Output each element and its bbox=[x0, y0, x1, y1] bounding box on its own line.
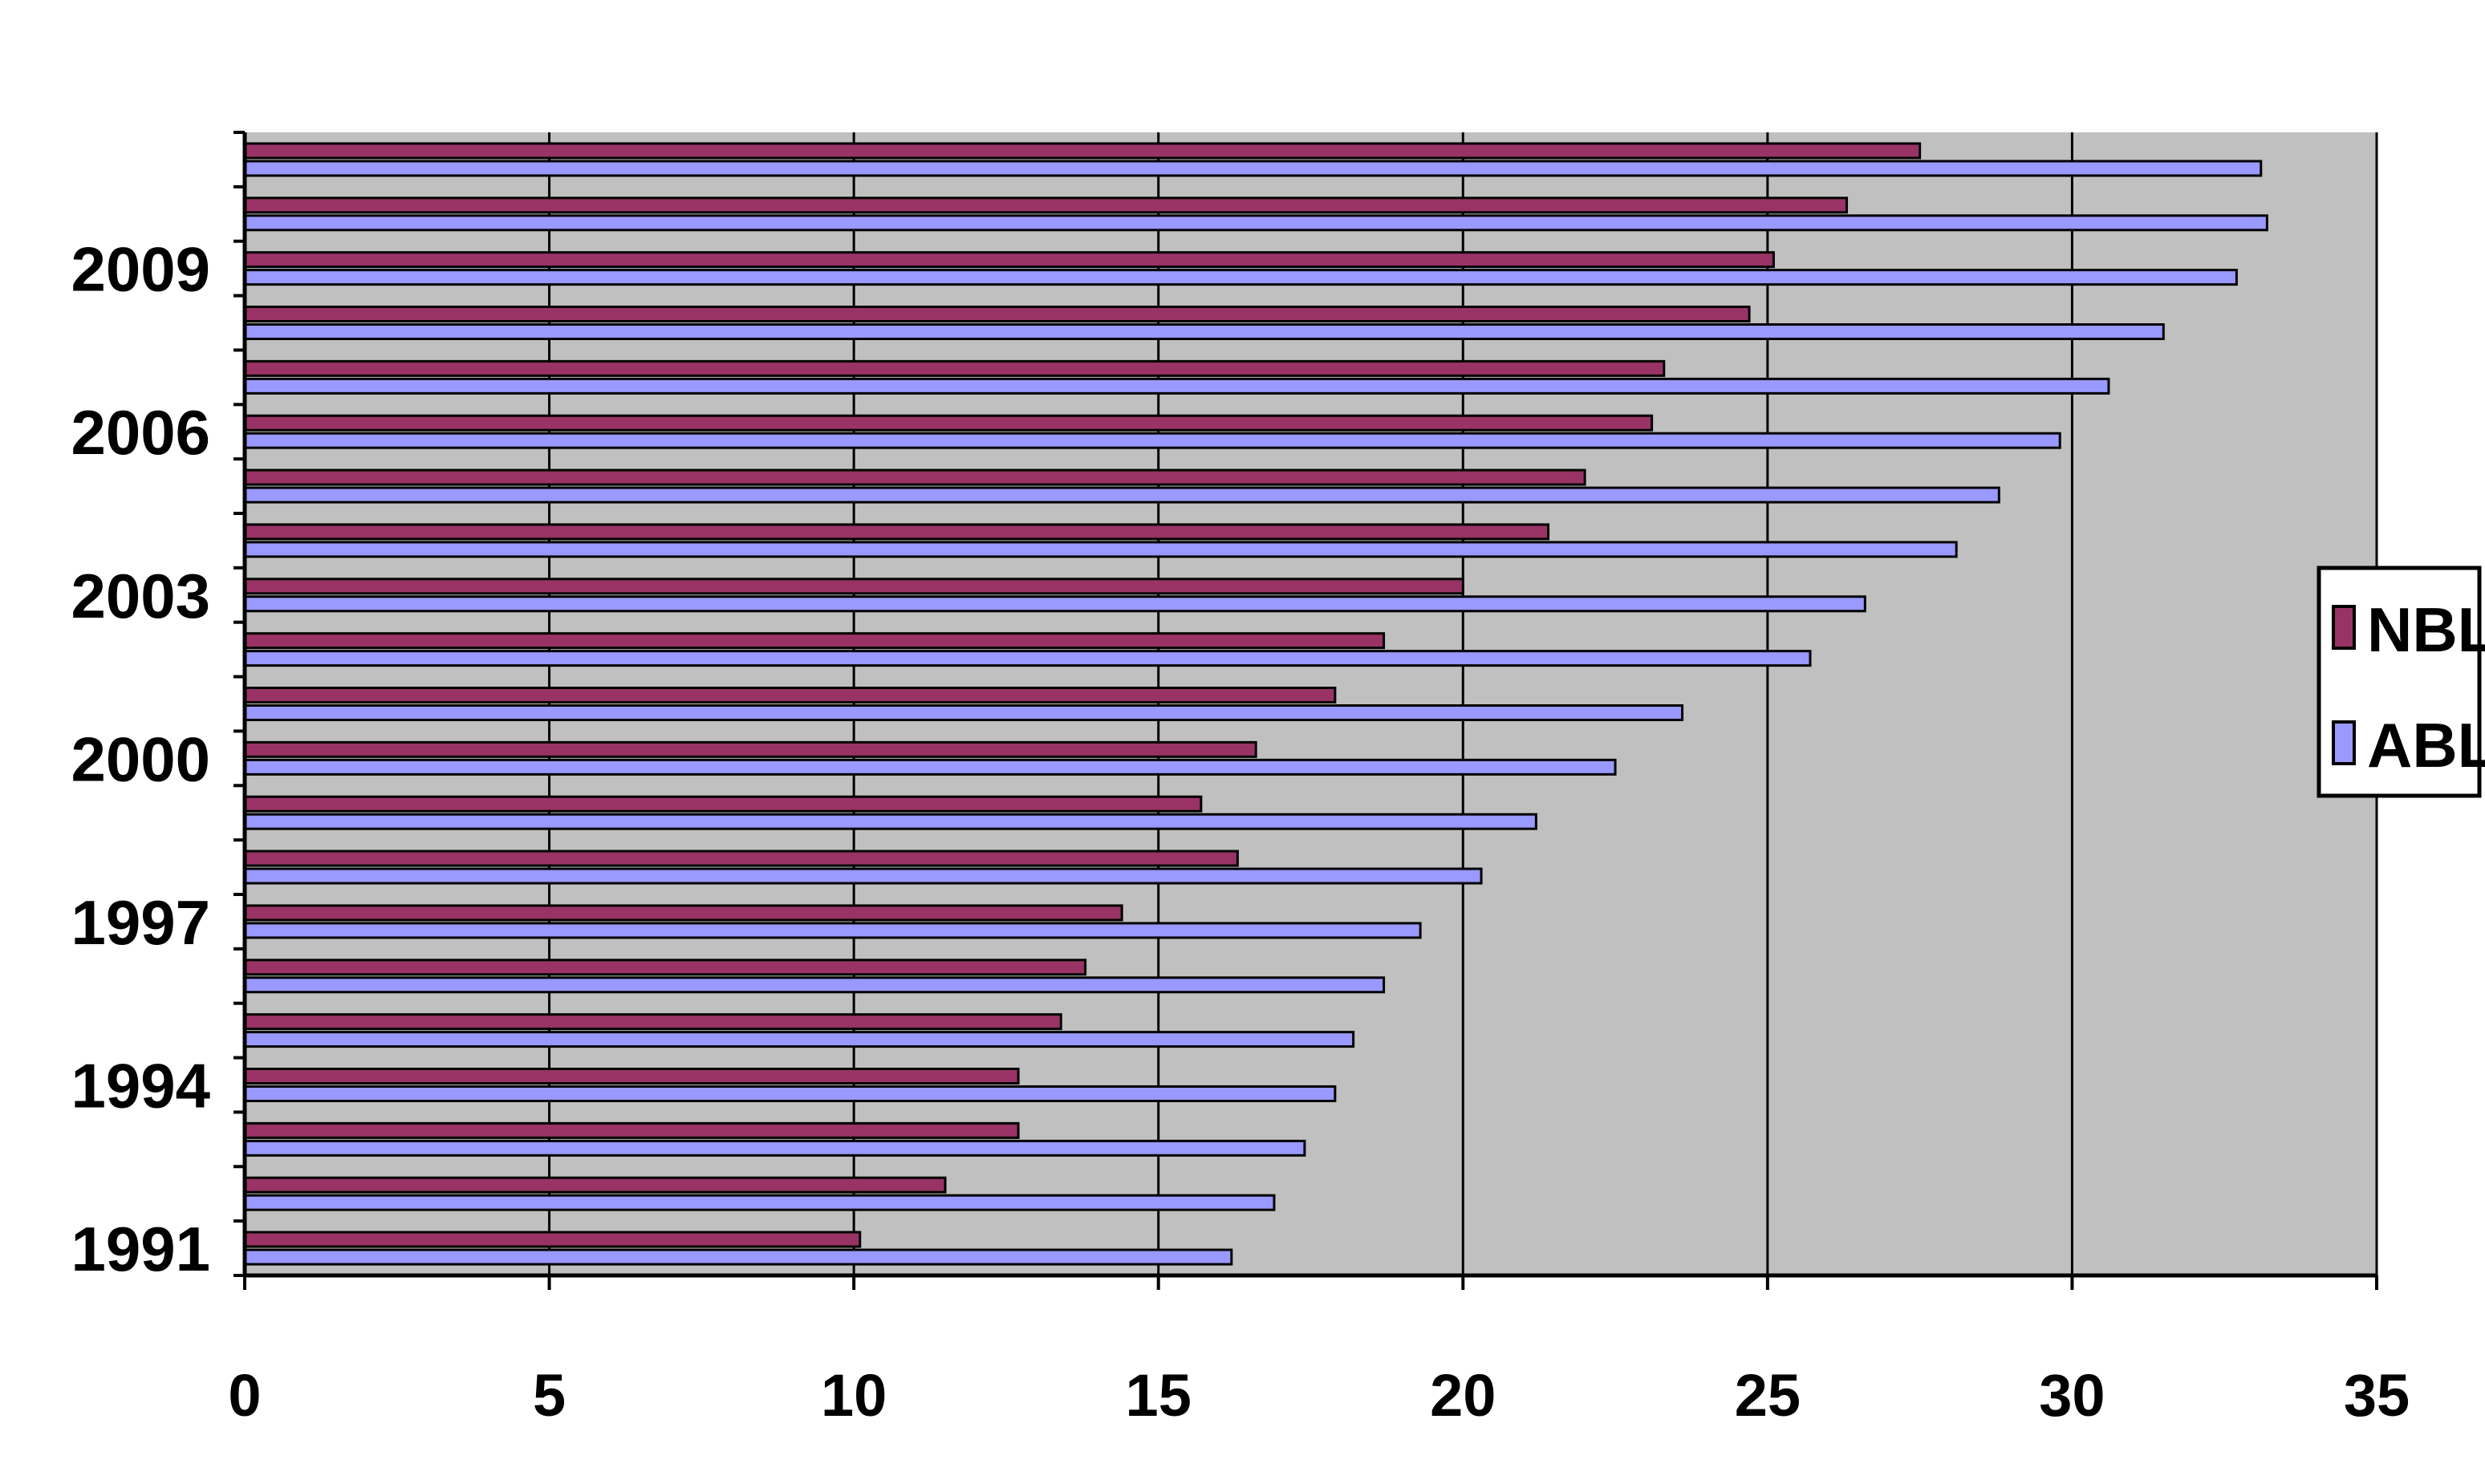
bar-nbl-2006 bbox=[243, 414, 1654, 432]
x-tick-label: 30 bbox=[2039, 1362, 2105, 1429]
bar-abl-1998 bbox=[243, 867, 1483, 885]
legend-label-abl: ABL bbox=[2367, 710, 2485, 781]
plot-area-background bbox=[245, 132, 2377, 1275]
y-tick-label: 2006 bbox=[71, 397, 210, 468]
legend-swatch-nbl bbox=[2332, 605, 2356, 650]
bar-abl-2000 bbox=[243, 758, 1617, 776]
bar-abl-2001 bbox=[243, 704, 1684, 721]
bar-nbl-2002 bbox=[243, 632, 1386, 650]
bar-abl-2004 bbox=[243, 541, 1958, 558]
x-tick-label: 10 bbox=[821, 1362, 887, 1429]
bar-nbl-2010 bbox=[243, 197, 1849, 214]
bar-abl-2003 bbox=[243, 595, 1866, 613]
bar-nbl-2011 bbox=[243, 142, 1922, 160]
y-tick-label: 2003 bbox=[71, 561, 210, 631]
bar-abl-2005 bbox=[243, 486, 2000, 504]
bar-nbl-2000 bbox=[243, 740, 1257, 758]
bar-abl-2011 bbox=[243, 160, 2263, 177]
bar-nbl-1995 bbox=[243, 1013, 1062, 1031]
bar-nbl-1998 bbox=[243, 849, 1239, 867]
bar-nbl-1992 bbox=[243, 1176, 947, 1194]
bar-nbl-2007 bbox=[243, 359, 1666, 377]
bar-nbl-1991 bbox=[243, 1231, 862, 1248]
bar-abl-2006 bbox=[243, 432, 2061, 449]
bar-nbl-2003 bbox=[243, 578, 1464, 595]
y-tick-labels: 1991 1994 1997 2000 2003 2006 2009 bbox=[71, 234, 210, 1284]
bar-nbl-1994 bbox=[243, 1068, 1020, 1085]
bar-nbl-1997 bbox=[243, 904, 1123, 922]
x-tick-label: 15 bbox=[1126, 1362, 1192, 1429]
x-tick-label: 20 bbox=[1430, 1362, 1496, 1429]
bar-abl-1996 bbox=[243, 976, 1386, 994]
bar-abl-1995 bbox=[243, 1031, 1355, 1048]
bars bbox=[243, 142, 2268, 1266]
y-tick-label: 1991 bbox=[71, 1214, 210, 1284]
bar-abl-1997 bbox=[243, 922, 1422, 939]
legend: NBL ABL bbox=[2316, 566, 2485, 798]
bar-abl-1994 bbox=[243, 1085, 1337, 1102]
bar-abl-1992 bbox=[243, 1194, 1276, 1211]
bar-nbl-2005 bbox=[243, 468, 1586, 486]
bar-nbl-1993 bbox=[243, 1121, 1020, 1139]
x-tick-label: 0 bbox=[228, 1362, 261, 1429]
x-tick-labels: 0 5 10 15 20 25 30 35 bbox=[228, 1362, 2410, 1429]
y-tick-label: 2009 bbox=[71, 234, 210, 305]
bar-abl-1993 bbox=[243, 1139, 1306, 1157]
bar-abl-2007 bbox=[243, 377, 2110, 395]
bar-abl-1999 bbox=[243, 813, 1537, 830]
bar-abl-2009 bbox=[243, 269, 2238, 286]
y-tick-label: 1994 bbox=[71, 1051, 210, 1121]
x-tick-label: 35 bbox=[2344, 1362, 2410, 1429]
y-tick-label: 1997 bbox=[71, 887, 210, 958]
bar-nbl-1999 bbox=[243, 795, 1203, 813]
axes bbox=[233, 131, 2378, 1290]
legend-label-nbl: NBL bbox=[2367, 594, 2485, 665]
bar-abl-2008 bbox=[243, 323, 2165, 340]
bar-nbl-2004 bbox=[243, 523, 1550, 541]
x-tick-label: 25 bbox=[1735, 1362, 1801, 1429]
bar-nbl-2009 bbox=[243, 251, 1775, 269]
bar-abl-1991 bbox=[243, 1248, 1233, 1266]
gridlines bbox=[548, 132, 2378, 1275]
y-tick-label: 2000 bbox=[71, 724, 210, 794]
bar-abl-2010 bbox=[243, 214, 2268, 232]
bar-abl-2002 bbox=[243, 650, 1812, 667]
legend-swatch-abl bbox=[2332, 720, 2356, 765]
bar-nbl-1996 bbox=[243, 959, 1087, 976]
bar-nbl-2001 bbox=[243, 687, 1337, 703]
bar-nbl-2008 bbox=[243, 306, 1751, 322]
x-tick-label: 5 bbox=[533, 1362, 566, 1429]
